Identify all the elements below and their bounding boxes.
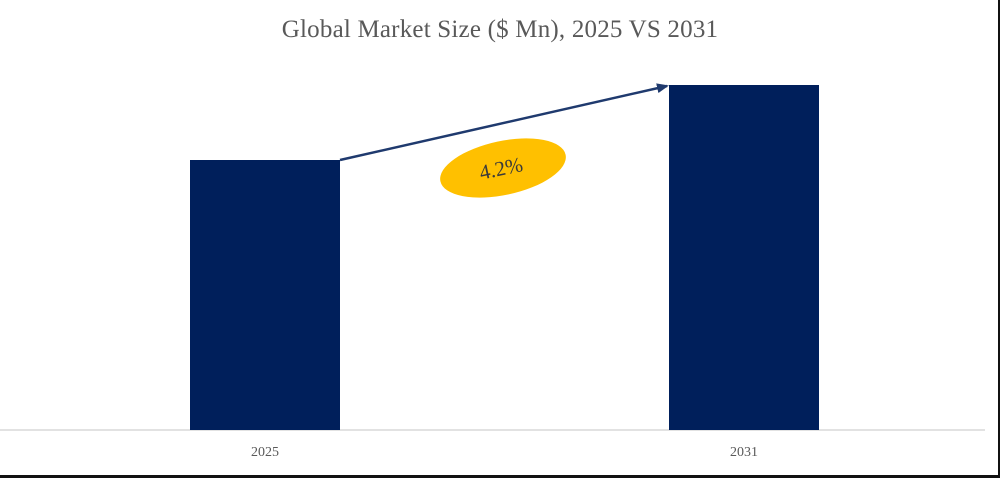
- tick-labels-layer: 2025 2031: [251, 445, 758, 460]
- bar-2031: [669, 85, 819, 430]
- bar-2025: [190, 160, 340, 430]
- x-tick-label-2031: 2031: [730, 445, 758, 460]
- bars-layer: [190, 85, 819, 430]
- growth-arrow: [339, 83, 669, 162]
- x-tick-label-2025: 2025: [251, 445, 279, 460]
- chart-title: Global Market Size ($ Mn), 2025 VS 2031: [281, 16, 719, 43]
- cagr-annotation: 4.2%: [339, 83, 669, 198]
- cagr-badge: [440, 138, 566, 198]
